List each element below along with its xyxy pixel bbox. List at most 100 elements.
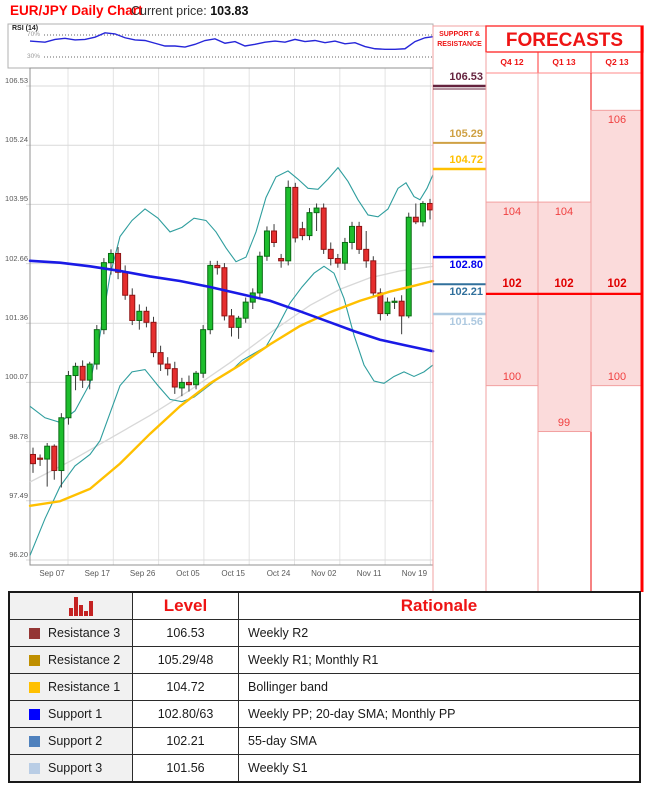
candle-body [122,271,129,296]
bar-chart-icon-bar [83,611,88,616]
bar-chart-icon-bar [68,608,73,616]
level-column-header: Level [133,593,239,619]
candle-body [292,186,299,239]
level-name-cell: Support 1 [10,701,133,727]
date-axis-label: Nov 02 [311,569,337,578]
level-value: 104.72 [133,674,239,700]
candle-body [79,365,86,381]
level-name: Resistance 1 [48,680,121,694]
price-axis-label: 101.36 [5,313,28,323]
candle-body [72,365,79,377]
level-rationale: 55-day SMA [248,734,317,748]
sr-level-label: 104.72 [449,154,483,167]
legend-color-square [29,627,40,639]
level-name-cell: Support 2 [10,728,133,754]
forecast-high-label: 104 [554,206,574,219]
candle-body [363,248,370,262]
date-axis-label: Oct 15 [221,569,245,578]
candle-body [299,228,306,237]
candle-body [391,300,398,303]
candle-body [285,186,292,262]
current-price-value: 103.83 [210,4,249,18]
candle-body [306,212,313,237]
levels-table-header: Level Rationale [10,593,639,619]
table-row: Support 2 102.21 55-day SMA [10,727,639,754]
forecast-mid-label: 102 [607,277,627,290]
candle-body [107,252,114,264]
date-axis-label: Nov 19 [401,569,428,578]
candle-body [58,417,65,472]
candle-body [164,363,171,370]
candle-body [271,230,278,243]
bar-chart-icon [10,593,133,619]
candle-body [398,300,405,317]
forecast-low-label: 99 [557,416,571,429]
current-price: Current price: 103.83 [131,4,248,18]
candle-body [356,225,363,250]
bollinger-lower-line [29,265,434,556]
price-axis-label: 96.20 [9,550,28,559]
level-name-cell: Resistance 2 [10,647,133,673]
sr-level-label: 102.80 [449,259,483,272]
forecast-column-header: Q1 13 [552,57,576,67]
date-axis-label: Nov 11 [356,569,382,578]
candle-body [405,216,412,317]
level-name-cell: Support 3 [10,755,133,781]
level-rationale: Weekly R2 [248,626,309,640]
price-axis-label: 97.49 [9,490,28,500]
sr-panel-title-2: RESISTANCE [437,41,482,48]
candle-body [320,207,327,250]
level-name: Support 2 [48,734,103,748]
candle-body [419,202,426,223]
candle-body [65,375,72,419]
level-rationale: Bollinger band [248,680,328,694]
table-row: Support 3 101.56 Weekly S1 [10,754,639,781]
forecast-mid-label: 102 [554,277,574,290]
levels-table: Level Rationale Resistance 3 106.53 Weekly… [8,591,641,783]
candle-body [242,301,249,319]
price-axis-label: 102.66 [5,253,28,263]
candle-body [93,329,100,365]
legend-color-square [29,681,40,693]
forecast-range-box [590,109,644,387]
candle-body [278,258,285,262]
price-axis-label: 106.53 [5,76,28,85]
date-axis-label: Oct 05 [176,569,200,578]
candle-body [185,381,192,386]
forecast-mid-label: 102 [502,277,522,290]
candle-body [51,445,58,472]
current-price-label: Current price: [131,4,207,18]
rsi-70-label: 70% [26,31,40,38]
candle-body [44,445,51,460]
candle-body [263,230,270,257]
candle-body [377,292,384,315]
chart-title: EUR/JPY Daily Chart [10,3,143,18]
candle-body [157,352,164,365]
forecasts-title: FORECASTS [505,30,624,51]
level-name-cell: Resistance 1 [10,674,133,700]
candle-body [349,225,356,243]
table-row: Resistance 1 104.72 Bollinger band [10,673,639,700]
legend-color-square [29,735,40,747]
level-value: 102.80/63 [133,701,239,727]
candle-body [313,207,320,214]
candle-body [327,248,334,260]
bar-chart-icon-bar [73,597,78,616]
price-chart-canvas [7,23,644,592]
sr-panel-box [432,25,487,592]
level-value: 106.53 [133,620,239,646]
price-axis-label: 103.95 [5,194,28,204]
sma-yellow-line [28,279,435,508]
sr-level-label: 101.56 [449,316,483,329]
level-value: 102.21 [133,728,239,754]
date-axis-label: Sep 26 [129,569,156,578]
candle-body [143,310,150,323]
forecast-column-header: Q4 12 [500,57,524,67]
candle-body [256,255,263,294]
candle-body [171,368,178,388]
sma-blue-line [28,259,435,353]
candle-body [115,252,122,273]
bar-chart-icon-bar [78,605,83,616]
candle-body [384,301,391,315]
level-rationale: Weekly S1 [248,761,308,775]
